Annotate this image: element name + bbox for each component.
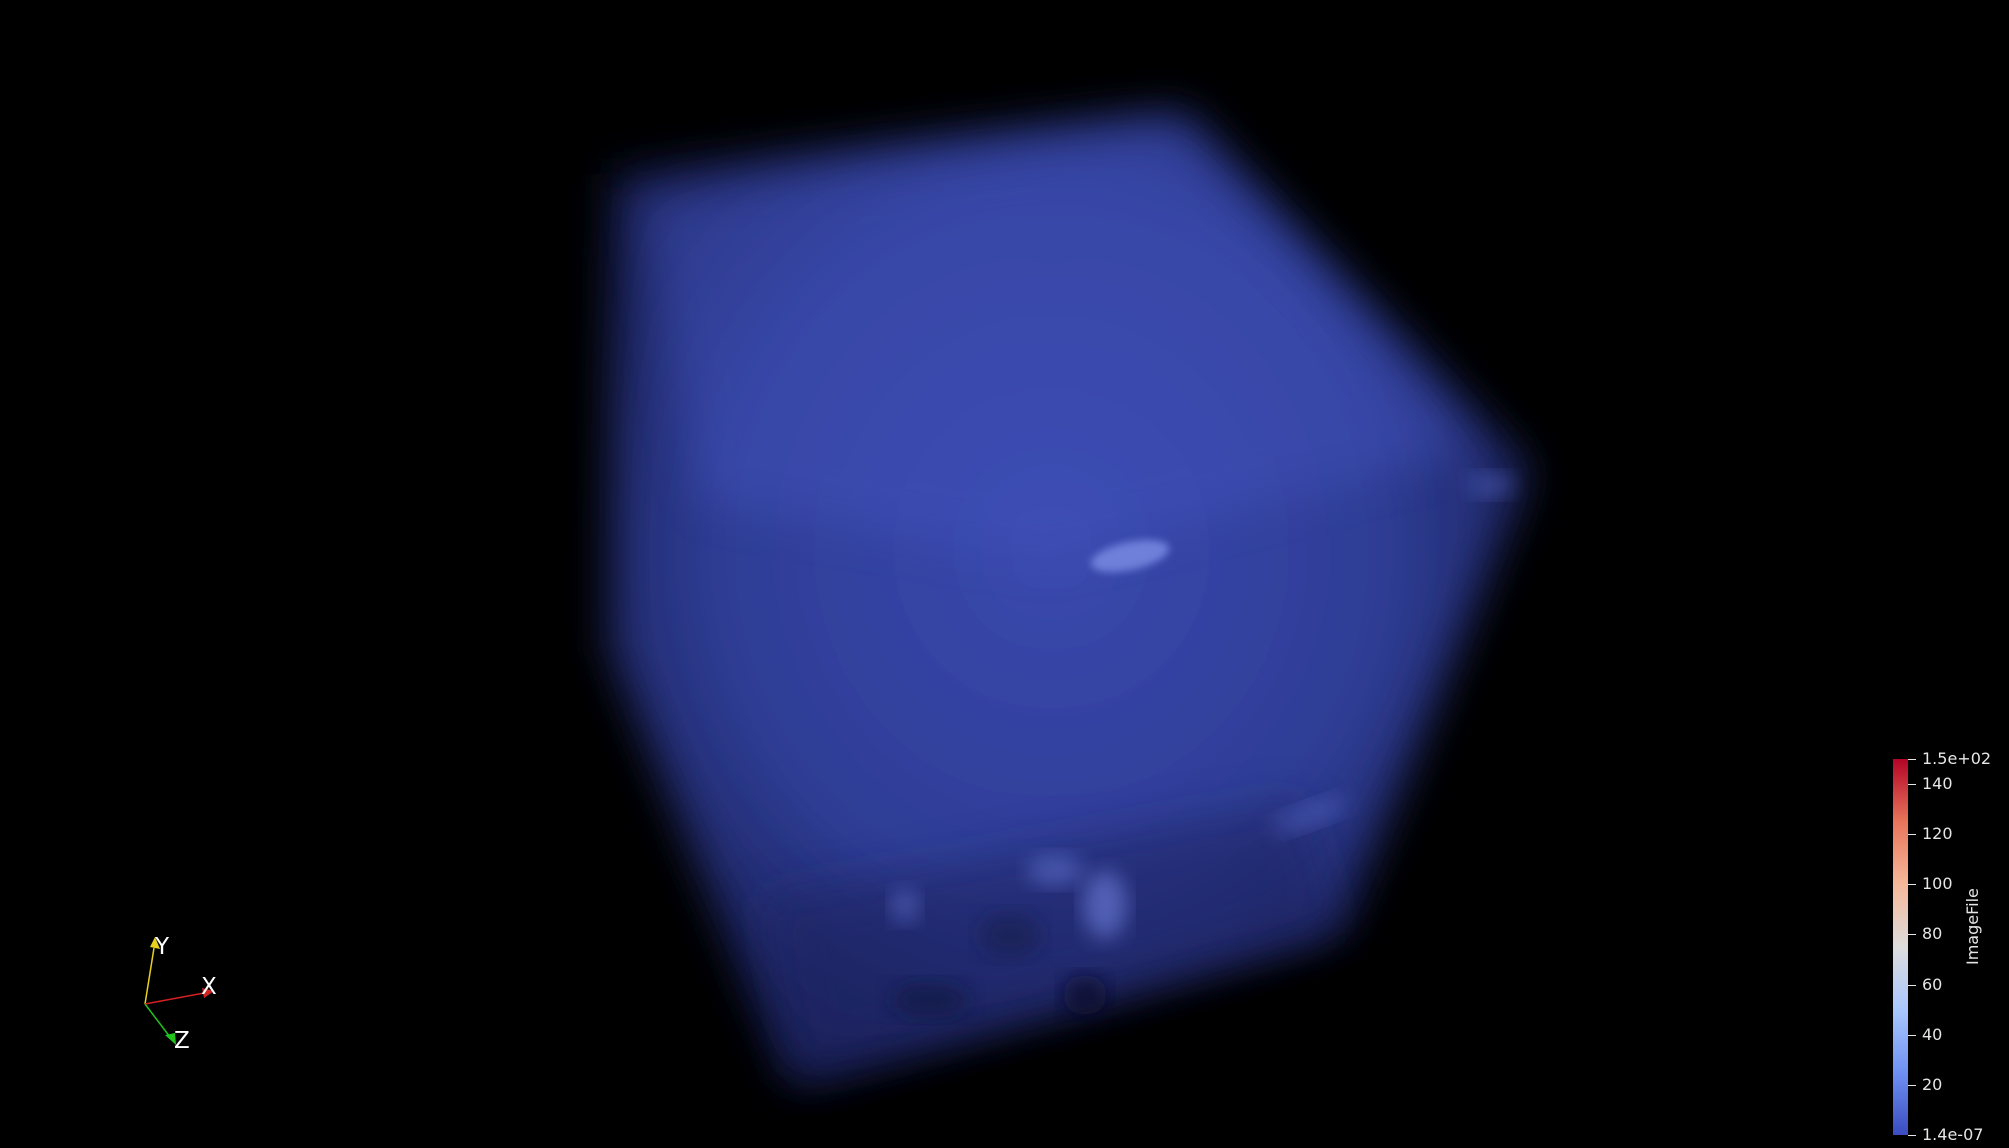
scalar-bar-tick xyxy=(1908,1135,1916,1136)
scalar-bar-title: ImageFile xyxy=(1963,888,1982,965)
volume-bright-feature xyxy=(1272,797,1348,833)
scalar-bar-tick xyxy=(1908,1084,1916,1086)
x-axis-cone xyxy=(202,988,214,998)
scalar-bar-tick-label: 120 xyxy=(1922,824,1953,844)
volume-bright-feature xyxy=(1090,539,1170,573)
scalar-bar-tick xyxy=(1908,834,1916,836)
z-axis-line xyxy=(144,1003,171,1038)
orientation-axes-widget: Y X Z xyxy=(110,925,240,1065)
scalar-bar-gradient xyxy=(1893,759,1908,1135)
scalar-bar-tick-label: 140 xyxy=(1922,774,1953,794)
x-axis-label: X xyxy=(201,974,217,1000)
y-axis-label: Y xyxy=(155,934,170,960)
z-axis-label: Z xyxy=(174,1028,190,1054)
volume-bright-feature xyxy=(891,887,919,923)
z-axis-cone xyxy=(165,1033,176,1045)
scalar-bar-tick-label: 80 xyxy=(1922,924,1943,944)
scalar-bar-tick xyxy=(1908,984,1916,986)
scalar-bar-tick-label: 60 xyxy=(1922,974,1943,994)
volume-bright-feature xyxy=(1083,871,1127,939)
scalar-bar-tick-label: 100 xyxy=(1922,874,1953,894)
scalar-bar-tick xyxy=(1908,934,1916,936)
volume-cube-top-face xyxy=(640,130,1470,560)
orientation-axes-lines xyxy=(144,937,214,1045)
scalar-bar[interactable]: 1.5e+02 140 120 100 80 60 40 20 1.4e-07 xyxy=(1888,745,2008,1145)
scalar-bar-tick xyxy=(1908,1034,1916,1036)
scalar-bar-tick xyxy=(1908,784,1916,786)
volume-bright-feature xyxy=(1027,854,1083,886)
y-axis-cone xyxy=(150,937,160,949)
scalar-bar-tick-label: 40 xyxy=(1922,1024,1943,1044)
scalar-bar-tick xyxy=(1908,884,1916,886)
scalar-bar-tick xyxy=(1908,759,1916,760)
y-axis-line xyxy=(144,947,155,1005)
volume-dark-spot xyxy=(890,982,970,1018)
volume-bright-feature xyxy=(1465,473,1515,497)
volume-dark-spot xyxy=(980,913,1040,957)
scalar-bar-tick-label: 1.5e+02 xyxy=(1922,749,1992,768)
scalar-bar-tick-label: 20 xyxy=(1922,1074,1943,1094)
volume-dark-spot xyxy=(1063,975,1107,1015)
x-axis-line xyxy=(144,992,205,1005)
scalar-bar-tick-label: 1.4e-07 xyxy=(1922,1125,1984,1144)
